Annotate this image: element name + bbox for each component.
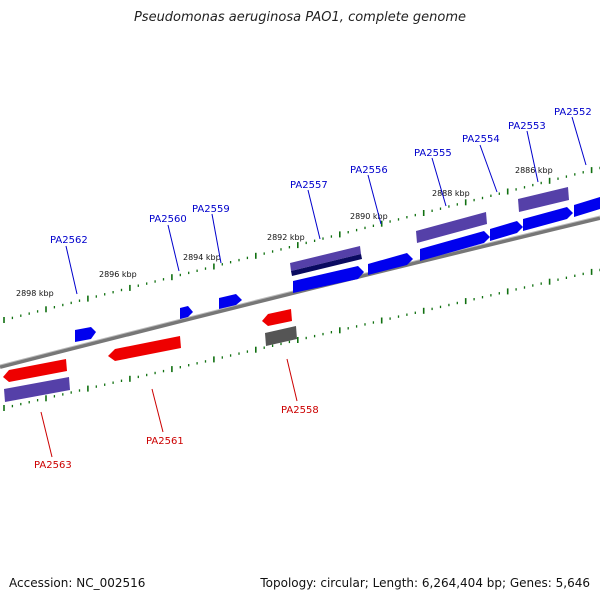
- gene-label-pa2552[interactable]: PA2552: [554, 107, 592, 118]
- reverse-genes: [3, 309, 292, 382]
- leader-line-pa2555: [431, 157, 447, 207]
- gene-label-pa2553[interactable]: PA2553: [508, 121, 546, 132]
- reverse-tick-row: [3, 268, 600, 411]
- accession-text: Accession: NC_002516: [9, 576, 146, 590]
- leader-line-pa2553: [526, 130, 539, 183]
- scale-label-2886: 2886 kbp: [515, 166, 553, 175]
- leader-line-pa2558: [286, 358, 298, 402]
- scale-label-2890: 2890 kbp: [350, 212, 388, 221]
- gene-bar-pa2557: [290, 246, 361, 271]
- leader-line-pa2562: [65, 245, 78, 295]
- forward-tick-row: [3, 166, 600, 323]
- gene-arrow-pa2555[interactable]: [420, 231, 490, 261]
- gene-arrow-pa2556[interactable]: [368, 253, 413, 275]
- gene-label-pa2560[interactable]: PA2560: [149, 214, 187, 225]
- leader-line-pa2557: [307, 189, 321, 240]
- topology-text: Topology: circular; Length: 6,264,404 bp…: [260, 576, 590, 590]
- gene-bar-pa2553: [518, 187, 569, 212]
- reverse-gene-labels: PA2563 PA2561 PA2558: [34, 405, 319, 471]
- leader-line-pa2563: [40, 411, 53, 458]
- gene-label-pa2554[interactable]: PA2554: [462, 134, 500, 145]
- gene-label-pa2563[interactable]: PA2563: [34, 460, 72, 471]
- scale-label-2894: 2894 kbp: [183, 253, 221, 262]
- reverse-leader-lines: [40, 358, 298, 458]
- gene-arrow-pa2554[interactable]: [490, 221, 523, 241]
- genome-title: Pseudomonas aeruginosa PAO1, complete ge…: [133, 10, 467, 25]
- forward-genes: [75, 197, 600, 342]
- scale-label-2896: 2896 kbp: [99, 270, 137, 279]
- gene-arrow-pa2552[interactable]: [574, 197, 600, 217]
- gene-arrow-pa2558[interactable]: [262, 309, 292, 326]
- gene-bar-pa2555: [416, 212, 487, 243]
- forward-leader-lines: [65, 116, 587, 295]
- forward-gene-labels: PA2562 PA2560 PA2559 PA2557 PA2556 PA255…: [50, 107, 592, 246]
- gene-bar-pa2563: [4, 377, 70, 402]
- gene-label-pa2559[interactable]: PA2559: [192, 204, 230, 215]
- gene-bar-pa2557-dark: [291, 254, 362, 276]
- gene-arrow-pa2561[interactable]: [108, 336, 181, 361]
- leader-line-pa2552: [571, 116, 587, 166]
- gene-label-pa2555[interactable]: PA2555: [414, 148, 452, 159]
- gene-arrow-pa2563[interactable]: [3, 359, 67, 382]
- gene-arrow-pa2553[interactable]: [523, 207, 573, 231]
- gene-arrow-pa2562[interactable]: [75, 327, 96, 342]
- gene-label-pa2561[interactable]: PA2561: [146, 436, 184, 447]
- leader-line-pa2560: [167, 224, 180, 272]
- leader-line-pa2556: [367, 174, 382, 225]
- gene-label-pa2556[interactable]: PA2556: [350, 165, 388, 176]
- scale-label-2888: 2888 kbp: [432, 189, 470, 198]
- gene-label-pa2557[interactable]: PA2557: [290, 180, 328, 191]
- leader-line-pa2559: [211, 213, 222, 264]
- gene-label-pa2558[interactable]: PA2558: [281, 405, 319, 416]
- forward-feature-bars: [290, 187, 569, 276]
- leader-line-pa2561: [151, 388, 164, 433]
- scale-label-2892: 2892 kbp: [267, 233, 305, 242]
- gene-label-pa2562[interactable]: PA2562: [50, 235, 88, 246]
- gene-arrow-pa2560[interactable]: [180, 306, 193, 319]
- leader-line-pa2554: [479, 144, 498, 193]
- gene-bar-pa2558: [265, 326, 297, 346]
- gene-arrow-pa2557[interactable]: [293, 266, 364, 293]
- gene-arrow-pa2559[interactable]: [219, 294, 242, 309]
- scale-label-2898: 2898 kbp: [16, 289, 54, 298]
